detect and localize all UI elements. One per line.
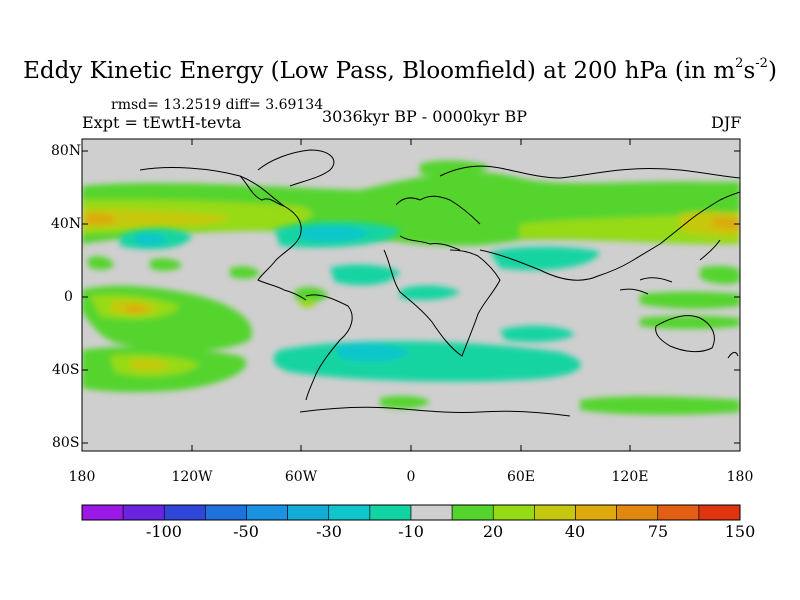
colorbar bbox=[81, 504, 741, 521]
colorbar-swatch bbox=[287, 504, 330, 521]
colorbar-swatch bbox=[246, 504, 288, 521]
x-label-180e: 180 bbox=[726, 469, 754, 485]
colorbar-label: 20 bbox=[482, 522, 504, 541]
rmsd-stats: rmsd= 13.2519 diff= 3.69134 bbox=[111, 97, 324, 113]
colorbar-label: -50 bbox=[233, 522, 259, 541]
experiment-label: Expt = tEwtH-tevta bbox=[82, 113, 242, 132]
negative-anomaly-regions bbox=[120, 221, 600, 382]
coastlines bbox=[139, 149, 740, 417]
colorbar-swatch bbox=[575, 504, 617, 521]
colorbar-swatch bbox=[328, 504, 371, 521]
colorbar-label: 75 bbox=[647, 522, 669, 541]
y-label-40n: 40N bbox=[51, 216, 82, 232]
plot-title: Eddy Kinetic Energy (Low Pass, Bloomfiel… bbox=[23, 56, 777, 84]
northern-jet-band bbox=[82, 160, 740, 246]
colorbar-label: 150 bbox=[724, 522, 756, 541]
colorbar-label: -30 bbox=[316, 522, 342, 541]
colorbar-swatch bbox=[81, 504, 124, 521]
x-label-0: 0 bbox=[406, 469, 416, 485]
season-label: DJF bbox=[711, 113, 742, 132]
period-label: 3036kyr BP - 0000kyr BP bbox=[322, 107, 527, 126]
x-label-60e: 60E bbox=[506, 469, 536, 485]
x-label-120e: 120E bbox=[611, 469, 649, 485]
colorbar-swatch bbox=[122, 504, 165, 521]
colorbar-frame bbox=[81, 504, 741, 521]
y-label-0: 0 bbox=[64, 289, 73, 305]
colorbar-swatch bbox=[657, 504, 700, 521]
colorbar-swatch bbox=[698, 504, 741, 521]
southern-positive-regions bbox=[82, 256, 740, 415]
map-area bbox=[82, 139, 740, 451]
colorbar-swatch bbox=[492, 504, 535, 521]
colorbar-swatch bbox=[205, 504, 247, 521]
axis-ticks bbox=[81, 139, 741, 451]
colorbar-label: -10 bbox=[398, 522, 424, 541]
colorbar-swatch bbox=[163, 504, 206, 521]
colorbar-label: 40 bbox=[564, 522, 586, 541]
x-label-120w: 120W bbox=[171, 469, 213, 485]
colorbar-swatch bbox=[410, 504, 453, 521]
colorbar-swatch bbox=[534, 504, 576, 521]
x-label-60w: 60W bbox=[284, 469, 318, 485]
y-label-80n: 80N bbox=[51, 143, 82, 159]
y-label-40s: 40S bbox=[52, 362, 80, 378]
y-label-80s: 80S bbox=[52, 435, 80, 451]
colorbar-swatch bbox=[616, 504, 659, 521]
colorbar-swatch bbox=[369, 504, 412, 521]
colorbar-swatch bbox=[451, 504, 494, 521]
x-label-180w: 180 bbox=[68, 469, 96, 485]
colorbar-label: -100 bbox=[146, 522, 182, 541]
